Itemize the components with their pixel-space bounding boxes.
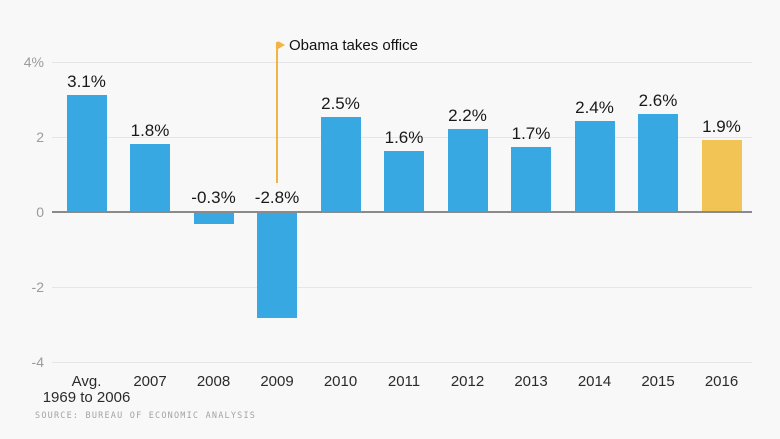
y-tick-label: -2 [31, 279, 44, 295]
y-tick-label: -4 [31, 354, 44, 370]
bar-2009 [257, 213, 297, 318]
annotation-arrow-icon [277, 41, 285, 49]
source-text: SOURCE: BUREAU OF ECONOMIC ANALYSIS [35, 411, 257, 421]
bar-2008 [193, 213, 234, 225]
bar-value-label: 3.1% [67, 71, 106, 91]
y-tick-label: 4% [23, 54, 44, 70]
x-tick-label: 2012 [450, 373, 485, 390]
x-tick-label: 2015 [641, 373, 675, 390]
x-tick-label: Avg. 1969 to 2006 [42, 373, 131, 406]
bar-value-label: 1.9% [702, 116, 741, 136]
bar-value-label: 2.4% [575, 98, 614, 117]
gridline-4 [52, 61, 752, 63]
bar-value-label: 1.7% [511, 124, 551, 144]
x-tick-label: 2008 [196, 373, 231, 390]
x-tick-label: 2014 [577, 373, 612, 390]
bar-value-label: 2.6% [638, 90, 678, 110]
bar-value-label: -2.8% [254, 188, 300, 207]
y-tick-label: 2 [36, 129, 44, 145]
bar-2010 [320, 117, 361, 211]
annotation-label: Obama takes office [289, 37, 418, 54]
x-tick-label: 2007 [133, 373, 167, 390]
bar-2007 [130, 143, 170, 211]
gridline--4 [52, 361, 752, 363]
bar-2015 [638, 113, 678, 211]
bar-value-label: 2.5% [321, 94, 360, 114]
x-tick-label: 2016 [704, 373, 739, 390]
x-axis-zero-line [52, 210, 752, 213]
annotation-line [276, 42, 278, 183]
gridline--2 [52, 286, 752, 288]
y-tick-label: 0 [36, 204, 44, 220]
bar-value-label: 1.8% [130, 120, 170, 140]
bar-2012 [447, 128, 488, 211]
x-tick-label: 2009 [260, 373, 294, 390]
x-tick-label: 2011 [387, 373, 421, 390]
x-tick-label: 2013 [514, 373, 548, 390]
bar-avg- [66, 94, 107, 211]
x-tick-label: 2010 [323, 373, 358, 390]
bar-2011 [384, 151, 424, 211]
bar-2013 [511, 147, 551, 211]
bar-value-label: 2.2% [448, 105, 487, 125]
gridline-2 [52, 136, 752, 138]
bar-2014 [574, 121, 615, 211]
bar-value-label: 1.6% [384, 128, 424, 147]
bar-value-label: -0.3% [191, 188, 236, 207]
bar-2016 [701, 139, 742, 211]
